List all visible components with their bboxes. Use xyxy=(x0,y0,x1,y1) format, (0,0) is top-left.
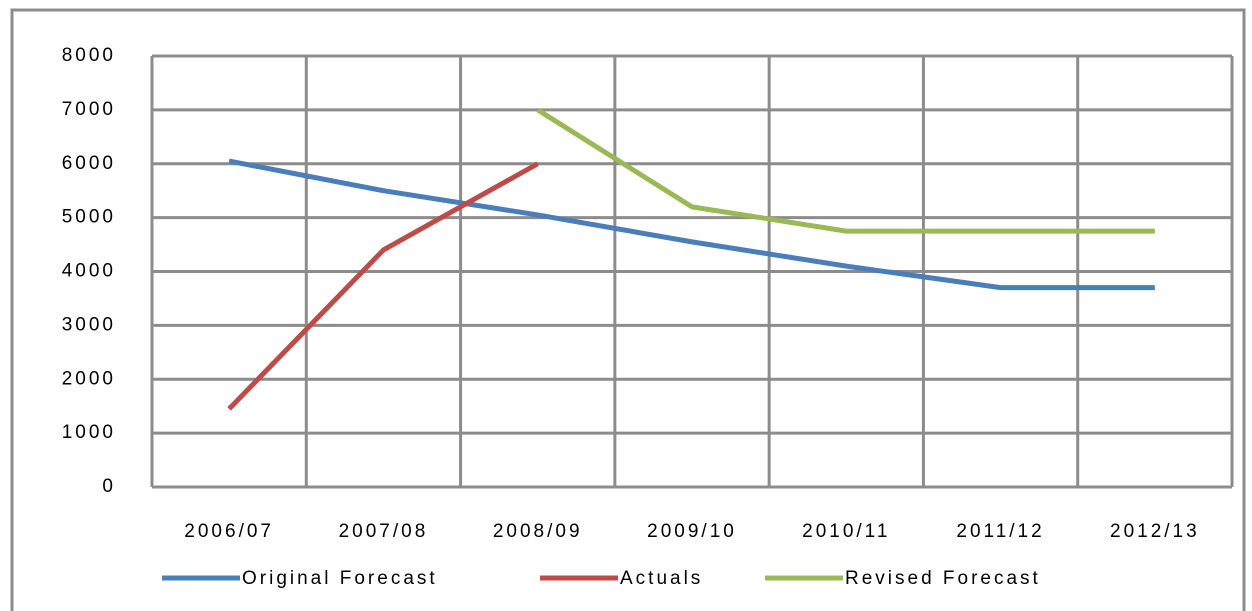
legend-label: Original Forecast xyxy=(242,568,438,589)
y-tick-label: 7000 xyxy=(62,99,116,120)
x-tick-label: 2012/13 xyxy=(1110,521,1200,542)
x-tick-label: 2006/07 xyxy=(184,521,274,542)
y-tick-label: 0 xyxy=(102,476,116,497)
x-tick-label: 2011/12 xyxy=(956,521,1044,542)
series-line xyxy=(227,161,539,411)
y-tick-label: 4000 xyxy=(62,261,116,282)
x-tick-label: 2008/09 xyxy=(493,521,583,542)
series-line xyxy=(228,158,1155,291)
legend-label: Revised Forecast xyxy=(845,568,1041,589)
series-line xyxy=(536,107,1155,234)
y-tick-label: 5000 xyxy=(62,207,116,228)
legend-label: Actuals xyxy=(620,568,703,589)
y-tick-label: 1000 xyxy=(62,422,116,443)
y-tick-label: 8000 xyxy=(62,45,116,66)
y-tick-label: 2000 xyxy=(62,368,116,389)
x-tick-label: 2010/11 xyxy=(802,521,890,542)
x-tick-label: 2007/08 xyxy=(339,521,429,542)
y-tick-label: 3000 xyxy=(62,314,116,335)
y-tick-label: 6000 xyxy=(62,153,116,174)
x-tick-label: 2009/10 xyxy=(647,521,737,542)
